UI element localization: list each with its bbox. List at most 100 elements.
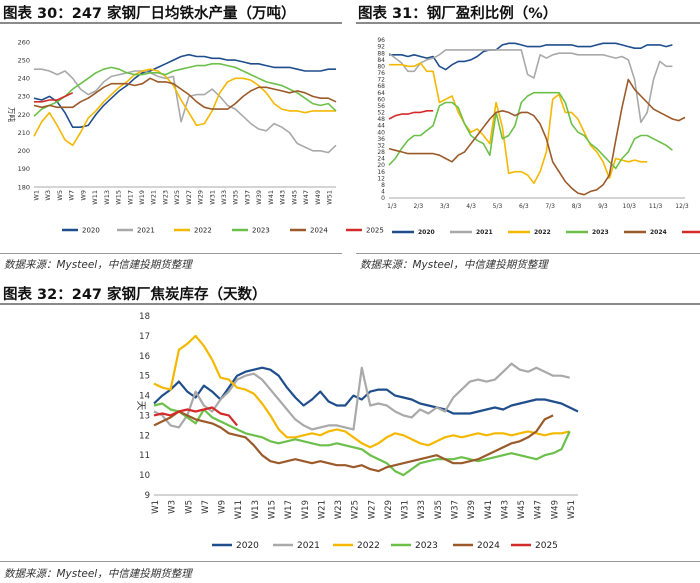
x-tick-label: W33 (417, 500, 427, 519)
x-tick-label: W3 (168, 500, 178, 514)
x-tick-label: W9 (79, 190, 87, 201)
series-line-2023 (33, 62, 337, 117)
y-tick-label: 72 (377, 77, 385, 84)
legend-label-2025: 2025 (535, 541, 558, 551)
y-tick-label: 18 (139, 312, 150, 322)
series-line-2025 (153, 406, 238, 427)
legend-label-2024: 2024 (477, 541, 500, 551)
x-tick-label: W35 (434, 500, 444, 519)
x-tick-label: W21 (317, 500, 327, 519)
y-axis-label: 万吨 (7, 107, 17, 122)
x-tick-label: W1 (33, 190, 41, 201)
x-tick-label: W7 (201, 500, 211, 514)
x-tick-label: 9/3 (598, 203, 608, 210)
y-tick-label: 24 (377, 156, 385, 163)
y-tick-label: 80 (377, 63, 385, 70)
y-tick-label: 16 (377, 169, 385, 176)
x-tick-label: W31 (401, 500, 411, 519)
series-line-2022 (153, 334, 570, 449)
figure-31-title: 图表 31：钢厂盈利比例（%） (358, 6, 558, 22)
x-tick-label: 6/3 (519, 203, 529, 210)
series-line-2021 (388, 49, 673, 124)
legend-label-2022: 2022 (357, 541, 380, 551)
x-tick-label: W11 (234, 500, 244, 519)
y-tick-label: 52 (377, 110, 385, 117)
x-tick-label: W23 (334, 500, 344, 519)
x-tick-label: W23 (161, 190, 169, 205)
series-line-2025 (388, 110, 434, 120)
y-tick-label: 84 (377, 57, 385, 64)
x-tick-label: W9 (218, 500, 228, 514)
x-tick-label: 1/3 (387, 203, 397, 210)
x-tick-label: W31 (208, 190, 216, 205)
x-tick-label: W7 (68, 190, 76, 201)
series-line-2025 (34, 92, 74, 103)
y-tick-label: 190 (18, 165, 30, 173)
x-tick-label: W37 (243, 190, 251, 205)
x-tick-label: W41 (484, 500, 494, 519)
x-tick-label: W13 (103, 190, 111, 205)
y-tick-label: 56 (377, 103, 385, 110)
x-tick-label: W43 (279, 190, 287, 205)
x-tick-label: W39 (467, 500, 477, 519)
x-tick-label: W15 (267, 500, 277, 519)
x-tick-label: W3 (44, 190, 52, 201)
y-tick-label: 11 (139, 451, 150, 461)
y-tick-label: 48 (377, 116, 385, 123)
y-tick-label: 12 (139, 431, 150, 441)
y-tick-label: 180 (18, 183, 30, 191)
y-tick-label: 12 (377, 175, 385, 182)
legend-label-2023: 2023 (415, 541, 438, 551)
x-tick-label: W47 (302, 190, 310, 205)
x-tick-label: W45 (517, 500, 527, 519)
x-tick-label: W25 (173, 190, 181, 205)
x-tick-label: W51 (567, 500, 577, 519)
y-tick-label: 210 (18, 129, 30, 137)
x-tick-label: 5/3 (493, 203, 503, 210)
y-tick-label: 40 (377, 129, 385, 136)
x-tick-label: W39 (255, 190, 263, 205)
y-tick-label: 230 (18, 93, 30, 101)
x-tick-label: W21 (150, 190, 158, 205)
x-tick-label: 7/3 (545, 203, 555, 210)
legend-label-2021: 2021 (137, 226, 155, 234)
y-tick-label: 17 (139, 332, 150, 342)
x-tick-label: W35 (232, 190, 240, 205)
y-tick-label: 240 (18, 75, 30, 83)
series-line-2020 (389, 42, 673, 71)
x-tick-label: W25 (351, 500, 361, 519)
figure-30-bottom-rule (0, 253, 342, 254)
legend-label-2023: 2023 (252, 226, 270, 234)
x-tick-label: W19 (301, 500, 311, 519)
x-tick-label: W27 (367, 500, 377, 519)
x-tick-label: W1 (151, 500, 161, 514)
x-tick-label: 4/3 (466, 203, 476, 210)
series-line-2024 (153, 410, 554, 473)
legend-label-2024: 2024 (650, 229, 667, 236)
figure-31-source: 数据来源：Mysteel，中信建投期货整理 (360, 259, 548, 271)
x-tick-label: 8/3 (572, 203, 582, 210)
figure-32-title-rule (0, 303, 700, 305)
y-tick-label: 20 (377, 162, 385, 169)
legend-label-2025: 2025 (366, 226, 384, 234)
figure-31-bottom-rule (356, 253, 700, 254)
x-tick-label: W29 (384, 500, 394, 519)
x-tick-label: W13 (251, 500, 261, 519)
y-tick-label: 76 (377, 70, 385, 77)
legend-label-2023: 2023 (592, 229, 609, 236)
y-tick-label: 250 (18, 56, 30, 64)
y-tick-label: 260 (18, 38, 30, 46)
x-tick-label: 11/3 (649, 203, 663, 210)
x-tick-label: W11 (91, 190, 99, 205)
y-tick-label: 0 (381, 195, 385, 202)
x-tick-label: W27 (185, 190, 193, 205)
series-line-2022 (389, 62, 648, 184)
series-line-2023 (153, 402, 571, 477)
x-tick-label: W5 (184, 500, 194, 514)
legend-label-2020: 2020 (418, 229, 435, 236)
y-tick-label: 10 (139, 471, 150, 481)
figure-30-title-rule (0, 22, 342, 24)
legend-label-2022: 2022 (194, 226, 212, 234)
